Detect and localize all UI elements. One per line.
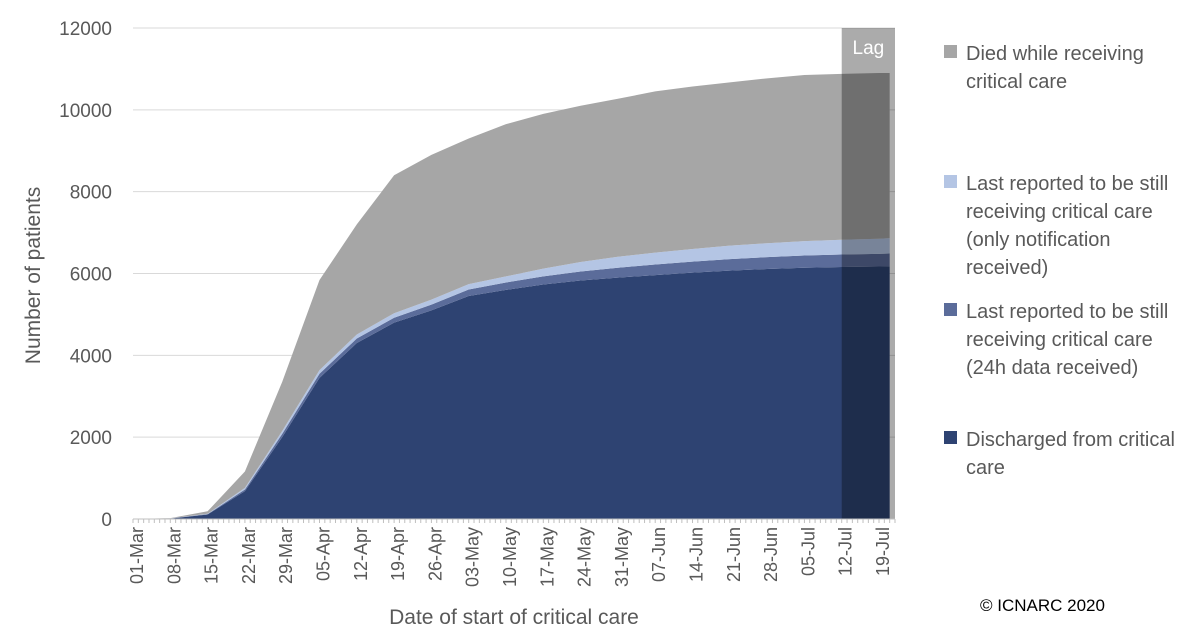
x-tick-label-8: 26-Apr [425,527,445,581]
lag-label: Lag [853,38,885,59]
y-tick-label-8000: 8000 [70,183,112,204]
y-tick-label-4000: 4000 [70,346,112,367]
x-tick-label-20: 19-Jul [873,527,893,576]
x-tick-label-9: 03-May [463,527,483,587]
x-tick-label-14: 07-Jun [649,527,669,582]
copyright-notice: © ICNARC 2020 [980,596,1105,615]
area-series-3 [133,73,890,519]
x-tick-label-16: 21-Jun [724,527,744,582]
legend-label-still-24h: Last reported to be still receiving crit… [966,301,1169,379]
y-tick-label-2000: 2000 [70,428,112,449]
legend-swatch-still-notification [944,175,957,188]
x-tick-label-15: 14-Jun [687,527,707,582]
x-tick-label-4: 29-Mar [276,527,296,584]
legend-label-died: Died while receiving critical care [966,43,1144,93]
legend-label-discharged: Discharged from critical care [966,429,1175,479]
x-tick-label-13: 31-May [612,527,632,587]
x-tick-label-12: 24-May [575,527,595,587]
legend-swatch-still-24h [944,303,957,316]
area-series-0 [133,266,890,519]
y-tick-label-0: 0 [101,510,112,531]
legend-label-still-notification: Last reported to be still receiving crit… [966,173,1169,279]
legend-swatch-discharged [944,431,957,444]
x-tick-label-2: 15-Mar [202,527,222,584]
x-tick-label-11: 17-May [537,527,557,587]
x-tick-label-17: 28-Jun [761,527,781,582]
lag-shade [841,28,895,519]
x-tick-label-18: 05-Jul [798,527,818,576]
x-axis-title: Date of start of critical care [389,606,639,629]
y-tick-label-12000: 12000 [59,19,112,40]
x-tick-label-5: 05-Apr [314,527,334,581]
x-tick-label-19: 12-Jul [836,527,856,576]
x-tick-label-1: 08-Mar [164,527,184,584]
x-tick-label-10: 10-May [500,527,520,587]
x-tick-label-6: 12-Apr [351,527,371,581]
y-axis-title: Number of patients [22,187,45,364]
y-tick-label-6000: 6000 [70,265,112,286]
x-tick-label-0: 01-Mar [127,527,147,584]
x-tick-label-3: 22-Mar [239,527,259,584]
x-tick-label-7: 19-Apr [388,527,408,581]
y-tick-label-10000: 10000 [59,101,112,122]
legend-swatch-died [944,45,957,58]
